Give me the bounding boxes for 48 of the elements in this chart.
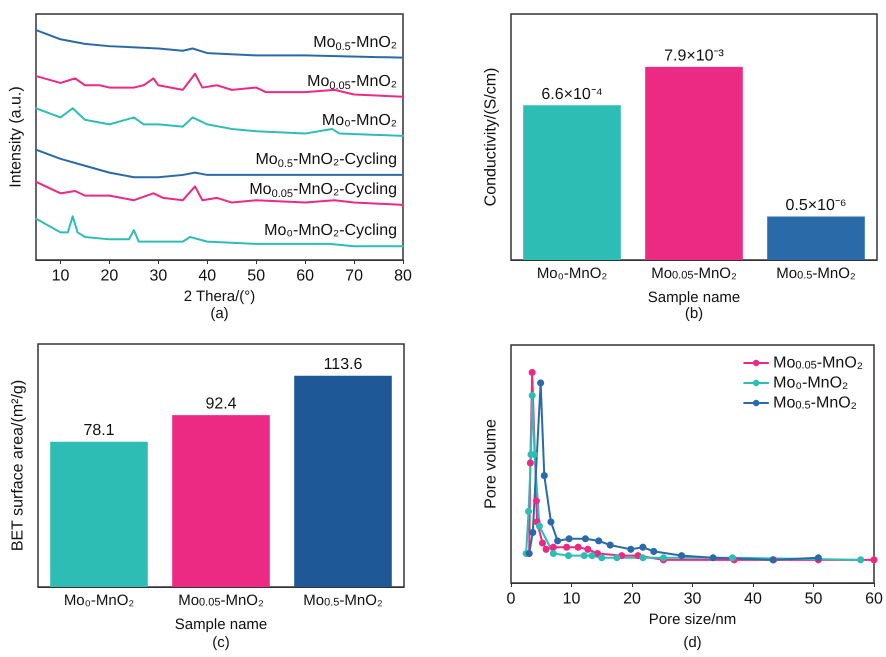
text: (c) (212, 634, 230, 651)
x-tick-label: 70 (345, 268, 364, 284)
x-tick-label: Mo₀-MnO₂ (64, 592, 134, 609)
x-axis-title: Sample name (648, 289, 740, 306)
text: (d) (683, 634, 702, 651)
x-tick-label: 20 (100, 268, 118, 284)
x-tick-label: 60 (296, 268, 314, 284)
x-tick-label: 40 (198, 268, 216, 284)
x-axis-title: Pore size/nm (648, 610, 736, 628)
data-label: 92.4 (205, 396, 237, 413)
x-tick-label: Mo₀-MnO₂ (536, 265, 608, 282)
series-label: Mo$_{0.5}$-MnO₂ (313, 34, 397, 53)
x-tick-label: Mo0.05-MnO₂ (178, 592, 264, 609)
x-tick-label: 20 (623, 590, 641, 608)
x-tick-label: 0 (506, 590, 516, 608)
x-tick-label: 50 (804, 590, 822, 608)
series-label: Mo₀-MnO₂-Cycling (264, 222, 397, 240)
data-label: 78.1 (83, 422, 115, 440)
x-tick-label: Mo0.5-MnO₂ (303, 592, 383, 609)
x-tick-label: 40 (744, 590, 762, 608)
x-tick-label: Mo0.05-MnO₂ (651, 265, 737, 282)
x-tick-label: 80 (394, 268, 412, 284)
text: (a) (210, 305, 229, 322)
data-label: 0.5×10⁻⁶ (786, 196, 846, 214)
x-tick-label: 30 (684, 590, 702, 608)
data-label: 113.6 (324, 356, 363, 374)
y-axis-title: Pore volume (482, 418, 500, 509)
x-tick-label: 60 (865, 590, 883, 608)
series-label: Mo$_{0.5}$-MnO₂-Cycling (255, 150, 397, 170)
x-tick-label: Mo0.5-MnO₂ (776, 265, 856, 282)
y-axis-title: BET surface area/(m²/g) (10, 380, 26, 552)
x-axis-title: 2 Thera/(°) (184, 288, 256, 305)
x-axis-title: Sample name (174, 616, 268, 633)
legend-label: Mo0.05-MnO₂ (773, 354, 864, 372)
x-tick-label: 10 (562, 590, 580, 608)
x-tick-label: 50 (247, 268, 266, 284)
y-axis-title: Conductivity/(S/cm) (482, 68, 500, 206)
data-label: 6.6×10⁻⁴ (541, 86, 603, 103)
x-tick-label: 10 (52, 268, 70, 284)
text: (b) (684, 305, 704, 322)
series-label: Mo₀-MnO₂ (322, 112, 397, 130)
series-label: Mo$_{0.05}$-MnO₂ (307, 72, 397, 92)
data-label: 7.9×10⁻³ (664, 47, 725, 64)
legend-label: Mo₀-MnO₂ (773, 374, 848, 392)
series-label: Mo$_{0.05}$-MnO₂-Cycling (249, 180, 397, 200)
x-tick-label: 30 (149, 268, 168, 284)
legend-label: Mo0.5-MnO₂ (773, 394, 857, 412)
y-axis-title: Intensity (a.u.) (8, 86, 24, 188)
